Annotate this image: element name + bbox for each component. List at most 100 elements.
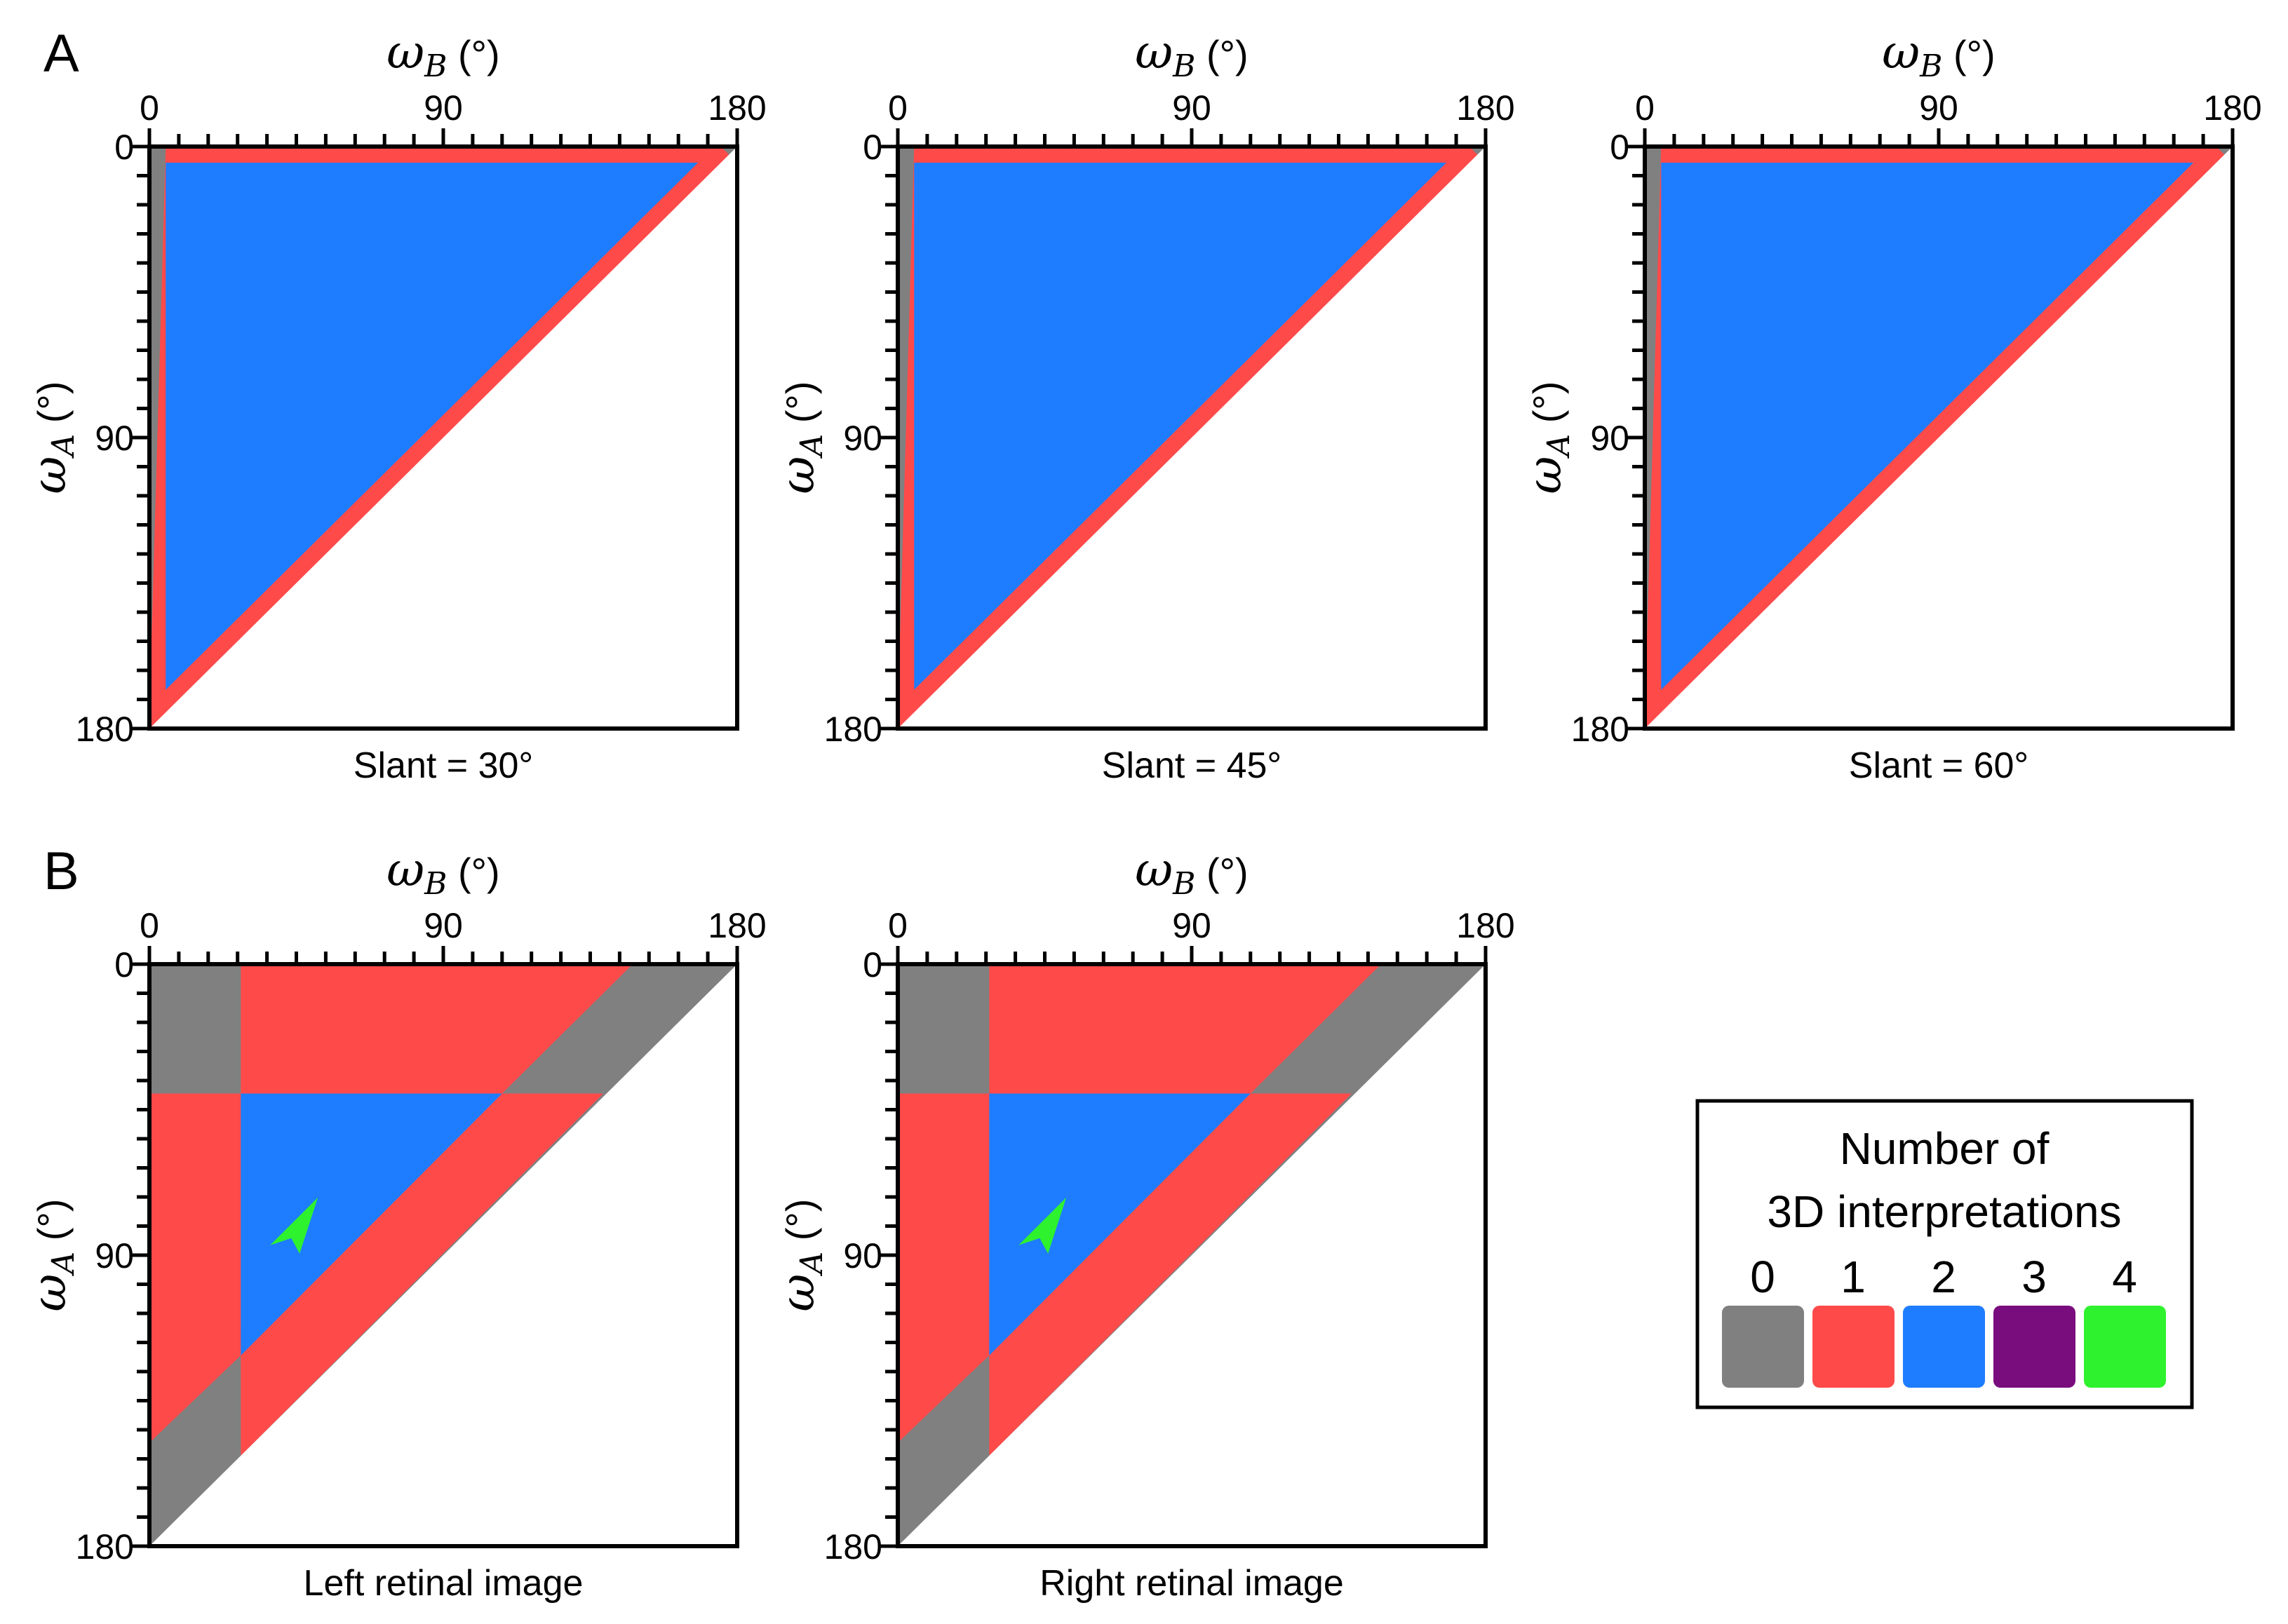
panel-label-b-text: B	[43, 841, 79, 901]
chart-caption: Left retinal image	[304, 1563, 584, 1604]
region-2-interpretations	[166, 163, 699, 690]
x-axis-label-subscript: B	[1172, 866, 1195, 902]
legend-swatch-0	[1722, 1306, 1804, 1388]
x-axis-label-symbol: ω	[1135, 25, 1173, 79]
x-axis-label-subscript: B	[1172, 48, 1195, 84]
region-1-interpretations	[989, 964, 1382, 1094]
region-2-interpretations	[1661, 163, 2194, 690]
legend-label-3: 3	[2021, 1252, 2047, 1302]
y-axis-label-unit: (°)	[778, 381, 822, 434]
x-axis-label-symbol: ω	[386, 25, 424, 79]
y-axis-label: ωA (°)	[771, 1199, 830, 1312]
x-tick-label: 90	[1172, 906, 1211, 945]
y-axis-label-subscript: A	[1541, 434, 1577, 459]
y-axis-label-subscript: A	[46, 434, 81, 459]
x-tick-label: 90	[424, 88, 463, 128]
x-tick-label: 90	[1919, 88, 1958, 128]
marker-4-interpretations	[270, 1197, 318, 1254]
x-axis-label-unit: (°)	[447, 32, 499, 76]
legend-title-line2: 3D interpretations	[1767, 1186, 2121, 1237]
y-axis-label-symbol: ω	[771, 1274, 825, 1312]
y-tick-label: 180	[76, 1527, 134, 1567]
x-tick-label: 90	[424, 906, 463, 945]
x-tick-label: 180	[708, 88, 766, 128]
y-axis-label-unit: (°)	[778, 1199, 822, 1252]
y-axis-label-unit: (°)	[1525, 381, 1569, 434]
y-axis-label-symbol: ω	[1518, 456, 1572, 494]
region-1-interpretations	[149, 1093, 241, 1443]
y-axis-label-symbol: ω	[771, 456, 825, 494]
y-axis-label-subscript: A	[794, 1252, 830, 1277]
legend-label-4: 4	[2112, 1252, 2137, 1302]
x-axis-label-unit: (°)	[1942, 32, 1995, 76]
y-tick-label: 90	[843, 1236, 882, 1275]
y-axis-label-symbol: ω	[22, 456, 76, 494]
y-axis-label: ωA (°)	[771, 381, 830, 494]
y-axis-label: ωA (°)	[22, 381, 81, 494]
legend-swatch-1	[1812, 1306, 1895, 1388]
y-tick-label: 90	[1590, 419, 1629, 458]
y-tick-label: 0	[863, 128, 882, 167]
legend-label-2: 2	[1931, 1252, 1956, 1302]
x-tick-label: 0	[140, 88, 159, 128]
x-tick-label: 0	[888, 906, 908, 945]
no-solution-region	[149, 147, 737, 729]
no-solution-region	[898, 964, 1486, 1546]
chart-caption: Slant = 45°	[1102, 745, 1281, 786]
y-tick-label: 180	[76, 710, 134, 749]
x-axis-label-subscript: B	[424, 48, 447, 84]
y-axis-label-unit: (°)	[29, 1199, 74, 1252]
region-1-interpretations	[898, 1093, 990, 1443]
x-tick-label: 0	[140, 906, 159, 945]
legend: Number of 3D interpretations 0 1 2 3 4	[1695, 1099, 2194, 1409]
x-axis-label: ωB (°)	[1882, 25, 1995, 84]
panel-label-b: B	[43, 841, 79, 901]
panel-label-a: A	[43, 24, 79, 83]
chart-caption: Right retinal image	[1039, 1563, 1344, 1604]
y-tick-label: 90	[843, 419, 882, 458]
region-1-interpretations	[241, 964, 633, 1094]
y-tick-label: 90	[95, 419, 134, 458]
legend-label-1: 1	[1841, 1252, 1866, 1302]
region-2-interpretations	[989, 1093, 1251, 1355]
x-tick-label: 180	[2203, 88, 2261, 128]
y-tick-label: 0	[1610, 128, 1629, 167]
no-solution-region	[898, 147, 1486, 729]
x-axis-label-unit: (°)	[1195, 850, 1248, 894]
x-axis-label-symbol: ω	[1135, 843, 1173, 897]
no-solution-region	[149, 964, 737, 1546]
region-1-interpretations	[241, 1093, 604, 1456]
legend-swatch-2	[1903, 1306, 1985, 1388]
x-axis-label-unit: (°)	[447, 850, 499, 894]
y-tick-label: 0	[114, 128, 134, 167]
y-tick-label: 180	[824, 1527, 882, 1567]
region-1-interpretations	[989, 1093, 1352, 1456]
chart-caption: Slant = 60°	[1849, 745, 2028, 786]
x-tick-label: 0	[1635, 88, 1655, 128]
y-tick-label: 180	[824, 710, 882, 749]
y-axis-label-subscript: A	[46, 1252, 81, 1277]
x-axis-label-subscript: B	[1919, 48, 1942, 84]
y-axis-label-unit: (°)	[29, 381, 74, 434]
y-axis-label: ωA (°)	[1518, 381, 1577, 494]
x-axis-label-unit: (°)	[1195, 32, 1248, 76]
x-axis-label-subscript: B	[424, 866, 447, 902]
region-2-interpretations	[241, 1093, 502, 1355]
y-tick-label: 90	[95, 1236, 134, 1275]
marker-4-interpretations	[1018, 1197, 1067, 1254]
x-tick-label: 180	[708, 906, 766, 945]
chart-caption: Slant = 30°	[354, 745, 533, 786]
legend-label-0: 0	[1750, 1252, 1775, 1302]
region-2-interpretations	[914, 163, 1447, 690]
x-tick-label: 180	[1456, 88, 1514, 128]
y-tick-label: 0	[114, 945, 134, 984]
y-axis-label-subscript: A	[794, 434, 830, 459]
y-tick-label: 180	[1571, 710, 1629, 749]
legend-items: 0 1 2 3 4	[1722, 1252, 2166, 1388]
